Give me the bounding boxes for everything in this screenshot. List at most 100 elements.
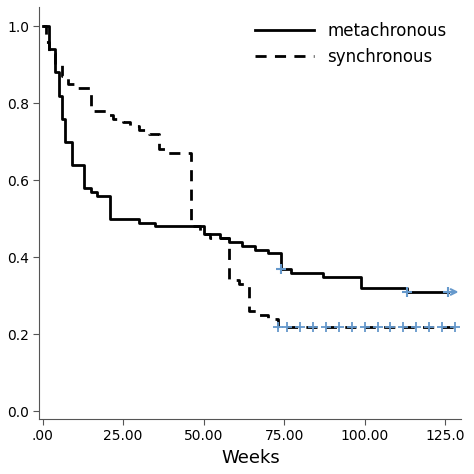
metachronous: [227, 239, 232, 245]
Point: [445, 288, 452, 296]
Point: [335, 323, 343, 330]
synchronous: [104, 112, 110, 118]
synchronous: [401, 324, 406, 329]
Point: [283, 323, 291, 330]
synchronous: [375, 324, 381, 329]
metachronous: [446, 289, 451, 295]
synchronous: [43, 39, 49, 45]
metachronous: [75, 162, 81, 168]
metachronous: [201, 231, 207, 237]
Point: [296, 323, 304, 330]
metachronous: [265, 251, 271, 256]
synchronous: [155, 146, 161, 152]
Point: [438, 323, 446, 330]
synchronous: [198, 231, 203, 237]
synchronous: [275, 324, 281, 329]
metachronous: [404, 289, 410, 295]
metachronous: [239, 243, 245, 248]
synchronous: [72, 85, 78, 91]
metachronous: [137, 220, 142, 226]
metachronous: [62, 139, 68, 145]
metachronous: [288, 270, 293, 275]
Line: metachronous: metachronous: [43, 26, 448, 292]
synchronous: [178, 150, 184, 156]
metachronous: [217, 235, 223, 241]
synchronous: [46, 50, 52, 56]
synchronous: [349, 324, 355, 329]
Point: [361, 323, 368, 330]
synchronous: [137, 128, 142, 133]
synchronous: [265, 316, 271, 322]
synchronous: [53, 62, 58, 68]
synchronous: [246, 309, 252, 314]
Point: [425, 323, 433, 330]
synchronous: [162, 150, 168, 156]
metachronous: [59, 116, 65, 121]
synchronous: [40, 23, 46, 29]
Point: [310, 323, 317, 330]
synchronous: [362, 324, 367, 329]
synchronous: [127, 124, 132, 129]
synchronous: [413, 324, 419, 329]
synchronous: [336, 324, 342, 329]
Point: [274, 323, 282, 330]
metachronous: [359, 285, 365, 291]
metachronous: [182, 224, 187, 229]
metachronous: [94, 193, 100, 199]
synchronous: [169, 150, 174, 156]
metachronous: [278, 266, 284, 272]
metachronous: [169, 224, 174, 229]
synchronous: [188, 224, 193, 229]
metachronous: [124, 216, 129, 222]
synchronous: [388, 324, 393, 329]
metachronous: [82, 185, 87, 191]
synchronous: [439, 324, 445, 329]
metachronous: [69, 162, 74, 168]
X-axis label: Weeks: Weeks: [221, 449, 280, 467]
metachronous: [426, 289, 432, 295]
Legend: metachronous, synchronous: metachronous, synchronous: [249, 15, 453, 73]
metachronous: [40, 23, 46, 29]
synchronous: [59, 73, 65, 79]
metachronous: [381, 285, 387, 291]
synchronous: [297, 324, 303, 329]
synchronous: [146, 131, 152, 137]
Point: [387, 323, 394, 330]
synchronous: [426, 324, 432, 329]
synchronous: [78, 85, 84, 91]
synchronous: [452, 324, 458, 329]
metachronous: [101, 193, 107, 199]
synchronous: [217, 235, 223, 241]
metachronous: [191, 224, 197, 229]
metachronous: [252, 247, 258, 253]
synchronous: [236, 282, 242, 287]
synchronous: [227, 278, 232, 283]
synchronous: [284, 324, 290, 329]
Point: [403, 288, 410, 296]
synchronous: [88, 108, 94, 114]
synchronous: [255, 312, 261, 318]
synchronous: [65, 81, 71, 87]
synchronous: [323, 324, 329, 329]
Point: [348, 323, 356, 330]
Point: [322, 323, 330, 330]
metachronous: [88, 189, 94, 195]
Point: [277, 265, 285, 273]
metachronous: [320, 273, 326, 279]
metachronous: [53, 70, 58, 75]
Point: [374, 323, 382, 330]
synchronous: [120, 119, 126, 125]
metachronous: [108, 216, 113, 222]
synchronous: [98, 108, 103, 114]
metachronous: [46, 46, 52, 52]
synchronous: [207, 235, 213, 241]
Point: [412, 323, 420, 330]
Point: [400, 323, 407, 330]
synchronous: [110, 116, 116, 121]
Point: [451, 323, 459, 330]
metachronous: [56, 93, 62, 99]
synchronous: [310, 324, 316, 329]
metachronous: [153, 224, 158, 229]
metachronous: [301, 270, 306, 275]
metachronous: [339, 273, 345, 279]
